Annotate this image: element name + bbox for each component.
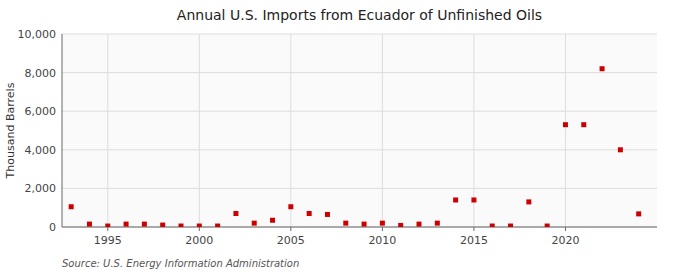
points <box>69 66 642 227</box>
x-grid-line <box>290 34 291 227</box>
y-grid-line <box>62 34 657 35</box>
point <box>343 221 348 226</box>
axes: 0 2,000 4,000 6,000 8,000 10,000 1995 2000 2005 2… <box>18 28 658 247</box>
y-grid-line <box>62 149 657 150</box>
x-axis-line <box>62 227 657 228</box>
x-tick-mark <box>473 227 474 231</box>
point <box>526 199 531 204</box>
y-axis-line <box>62 34 63 227</box>
x-grid-line <box>107 34 108 227</box>
point <box>453 197 458 202</box>
point <box>197 224 202 227</box>
point <box>307 211 312 216</box>
point <box>215 224 220 227</box>
point <box>581 122 586 127</box>
point <box>471 197 476 202</box>
point <box>288 204 293 209</box>
point <box>325 212 330 217</box>
x-tick-label: 1995 <box>94 234 122 247</box>
y-tick-label: 10,000 <box>18 28 57 41</box>
source-note: Source: U.S. Energy Information Administ… <box>62 258 299 269</box>
x-tick-mark <box>199 227 200 231</box>
y-tick-label: 6,000 <box>25 105 57 118</box>
x-tick-label: 2005 <box>277 234 305 247</box>
x-tick-label: 2000 <box>185 234 213 247</box>
x-tick-label: 2010 <box>368 234 396 247</box>
point <box>600 66 605 71</box>
y-grid-line <box>62 227 657 228</box>
point <box>435 221 440 226</box>
grid <box>62 34 657 227</box>
point <box>398 223 403 227</box>
y-tick-label: 0 <box>49 221 56 234</box>
point <box>87 222 92 227</box>
x-tick-mark <box>107 227 108 231</box>
y-grid-line <box>62 188 657 189</box>
y-axis-label: Thousand Barrels <box>4 82 17 179</box>
y-tick-label: 8,000 <box>25 67 57 80</box>
point <box>233 211 238 216</box>
point <box>417 222 422 227</box>
point <box>142 222 147 227</box>
chart-container: Annual U.S. Imports from Ecuador of Unfi… <box>0 0 675 275</box>
point <box>618 147 623 152</box>
x-grid-line <box>382 34 383 227</box>
plot-area <box>62 34 657 227</box>
x-grid-line <box>565 34 566 227</box>
point <box>160 223 165 227</box>
x-grid-line <box>199 34 200 227</box>
point <box>252 221 257 226</box>
x-tick-mark <box>565 227 566 231</box>
x-tick-mark <box>290 227 291 231</box>
title: Annual U.S. Imports from Ecuador of Unfi… <box>177 7 542 23</box>
point <box>545 224 550 227</box>
y-grid-line <box>62 72 657 73</box>
point <box>124 222 129 227</box>
point <box>636 211 641 216</box>
point <box>179 224 184 227</box>
chart-svg: Annual U.S. Imports from Ecuador of Unfi… <box>0 0 675 275</box>
x-tick-mark <box>382 227 383 231</box>
y-tick-label: 4,000 <box>25 144 57 157</box>
point <box>362 222 367 227</box>
x-tick-label: 2020 <box>551 234 579 247</box>
x-tick-label: 2015 <box>460 234 488 247</box>
point <box>380 221 385 226</box>
y-tick-label: 2,000 <box>25 182 57 195</box>
point <box>563 122 568 127</box>
point <box>105 224 110 227</box>
y-grid-line <box>62 111 657 112</box>
point <box>490 224 495 227</box>
point <box>508 224 513 227</box>
point <box>270 218 275 223</box>
point <box>69 204 74 209</box>
